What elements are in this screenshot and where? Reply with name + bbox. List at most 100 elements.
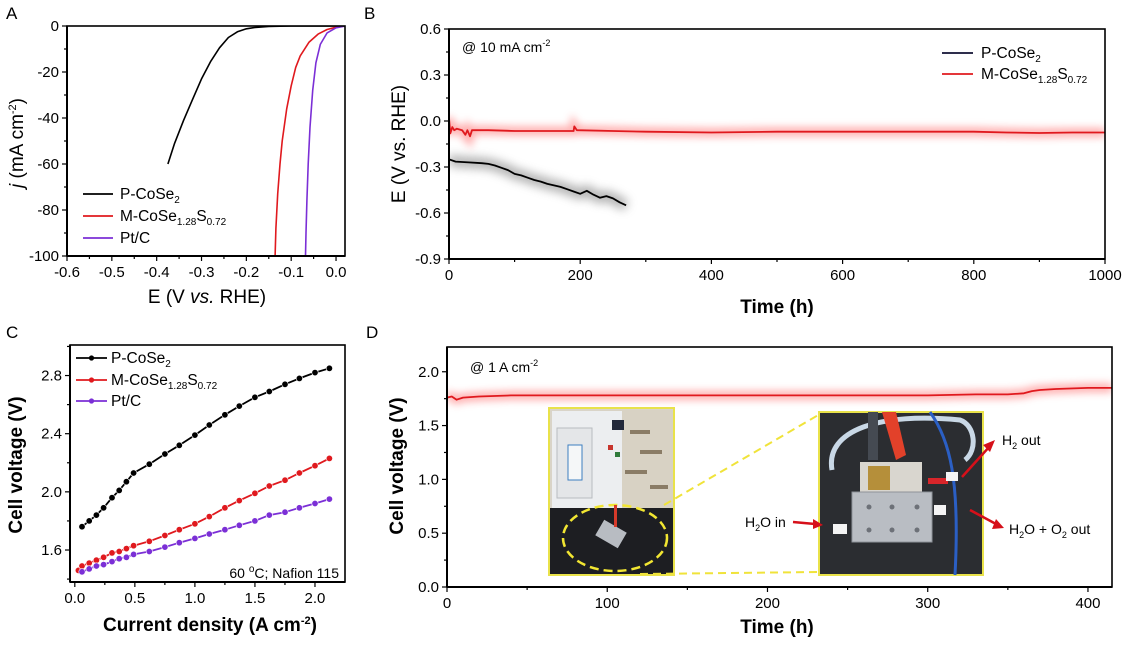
y-tick-label: 0.3 [420, 67, 441, 84]
legend-marker [88, 355, 95, 361]
y-tick-label: -60 [37, 156, 59, 173]
x-axis-title: Time (h) [740, 617, 814, 638]
tick-labels: 0 200 400 600 800 1000 0.6 0.3 0.0 -0.3 -0.6 -0.9 [415, 21, 1122, 284]
series-line-m-cose1-28s0-72 [449, 117, 1105, 138]
x-tick-label: -0.1 [278, 264, 304, 281]
photo-cell-body [851, 491, 933, 543]
photo-button-red [608, 445, 613, 450]
legend-item: M-CoSe1.28S0.72 [83, 208, 227, 228]
data-point [122, 545, 130, 553]
data-point [295, 504, 303, 512]
panel-c: C 0.0 0.5 1.0 1.5 2.0 1.6 2.0 2.4 2.8 60 oC; Naf… [6, 323, 346, 636]
photo-bolt [866, 504, 872, 510]
panel-label: A [6, 4, 18, 23]
x-tick-label: 0 [445, 267, 453, 284]
inset-connector-line [663, 413, 821, 506]
data-point [205, 421, 213, 429]
arrowhead-icon [813, 519, 823, 529]
legend: P-CoSe2 M-CoSe1.28S0.72 Pt/C [76, 350, 218, 410]
condition-annotation: 60 oC; Nafion 115 [229, 564, 339, 581]
axes [62, 25, 346, 261]
x-tick-label: 100 [595, 595, 620, 612]
data-point [325, 364, 333, 372]
x-tick-label: 1.5 [245, 590, 266, 607]
photo-dark-cable [868, 412, 878, 460]
data-point [281, 476, 289, 484]
x-axis-title: Current density (A cm-2) [103, 615, 317, 636]
data-point [175, 539, 183, 547]
x-tick-label: -0.3 [189, 264, 215, 281]
data-point [265, 482, 273, 490]
x-tick-label: -0.5 [99, 264, 125, 281]
x-tick-label: 400 [1075, 595, 1100, 612]
series-layer [167, 26, 345, 256]
legend-item: Pt/C [83, 230, 150, 247]
data-point [161, 543, 169, 551]
x-tick-label: 200 [755, 595, 780, 612]
y-axis-title: Cell voltage (V) [6, 396, 27, 533]
data-point [85, 559, 93, 567]
y-tick-label: -0.6 [415, 205, 441, 222]
tick-labels: 0 100 200 300 400 0.0 0.5 1.0 1.5 2.0 [418, 364, 1100, 612]
data-point [311, 462, 319, 470]
data-point [161, 450, 169, 458]
data-point [78, 523, 86, 531]
legend-label: M-CoSe1.28S0.72 [120, 208, 227, 228]
photo-blue-tube [928, 411, 958, 576]
legend-item: M-CoSe1.28S0.72 [76, 372, 218, 392]
x-tick-label: 1000 [1088, 267, 1121, 284]
data-point [281, 508, 289, 516]
inset-photo-station [548, 407, 675, 576]
series-line-p-cose2 [167, 26, 345, 165]
x-tick-label: 600 [830, 267, 855, 284]
data-point [175, 526, 183, 534]
panel-b: B 0 200 400 600 800 1000 0.6 0.3 0.0 -0.3 -0.6 -0.9… [364, 4, 1122, 318]
data-point [325, 495, 333, 503]
photo-slot [650, 485, 668, 489]
y-tick-label: 0.0 [420, 113, 441, 130]
arrowhead-icon [983, 440, 995, 452]
legend-label: Pt/C [120, 230, 150, 247]
legend-label: Pt/C [111, 393, 141, 410]
y-tick-label: -100 [29, 248, 59, 265]
data-point [191, 520, 199, 528]
data-point [92, 556, 100, 564]
legend-marker [88, 398, 95, 404]
y-tick-label: 1.5 [418, 418, 439, 435]
legend-label: P-CoSe2 [111, 350, 171, 370]
series-line-m-cose1-28s0-72 [274, 26, 345, 256]
x-tick-label: -0.4 [144, 264, 170, 281]
y-tick-label: -0.3 [415, 159, 441, 176]
series-line-pt-c [304, 26, 345, 256]
flow-annotations: H2 out H2O in H2O + O2 out [745, 432, 1090, 540]
data-point [115, 486, 123, 494]
x-tick-label: 400 [699, 267, 724, 284]
photo-fitting [946, 472, 958, 481]
y-axis-title: j (mA cm-2) [7, 98, 28, 191]
series-layer [449, 114, 1105, 210]
data-point [311, 369, 319, 377]
photo-bolt [914, 504, 920, 510]
photo-fitting [934, 505, 946, 515]
data-point [191, 534, 199, 542]
data-point [235, 402, 243, 410]
axes [444, 28, 1106, 264]
tick-labels: 0.0 0.5 1.0 1.5 2.0 1.6 2.0 2.4 2.8 [41, 368, 325, 607]
photo-fitting [833, 524, 847, 534]
data-point [145, 537, 153, 545]
data-point [265, 511, 273, 519]
legend-item: P-CoSe2 [83, 186, 180, 206]
photo-tube [828, 415, 976, 471]
arrow-h2-out [961, 445, 991, 478]
series-glow-m-cose1-28s0-72 [449, 114, 1105, 150]
data-point [295, 374, 303, 382]
tick-labels: -0.6 -0.5 -0.4 -0.3 -0.2 -0.1 0.0 0 -20 -40 -60 -80… [29, 18, 346, 281]
legend: P-CoSe2 M-CoSe1.28S0.72 [942, 45, 1088, 86]
x-tick-label: 300 [915, 595, 940, 612]
y-tick-label: -80 [37, 202, 59, 219]
y-tick-label: -20 [37, 64, 59, 81]
data-point [251, 489, 259, 497]
condition-annotation: @ 10 mA cm-2 [462, 38, 550, 55]
series-layer [447, 383, 1112, 405]
data-point [251, 393, 259, 401]
